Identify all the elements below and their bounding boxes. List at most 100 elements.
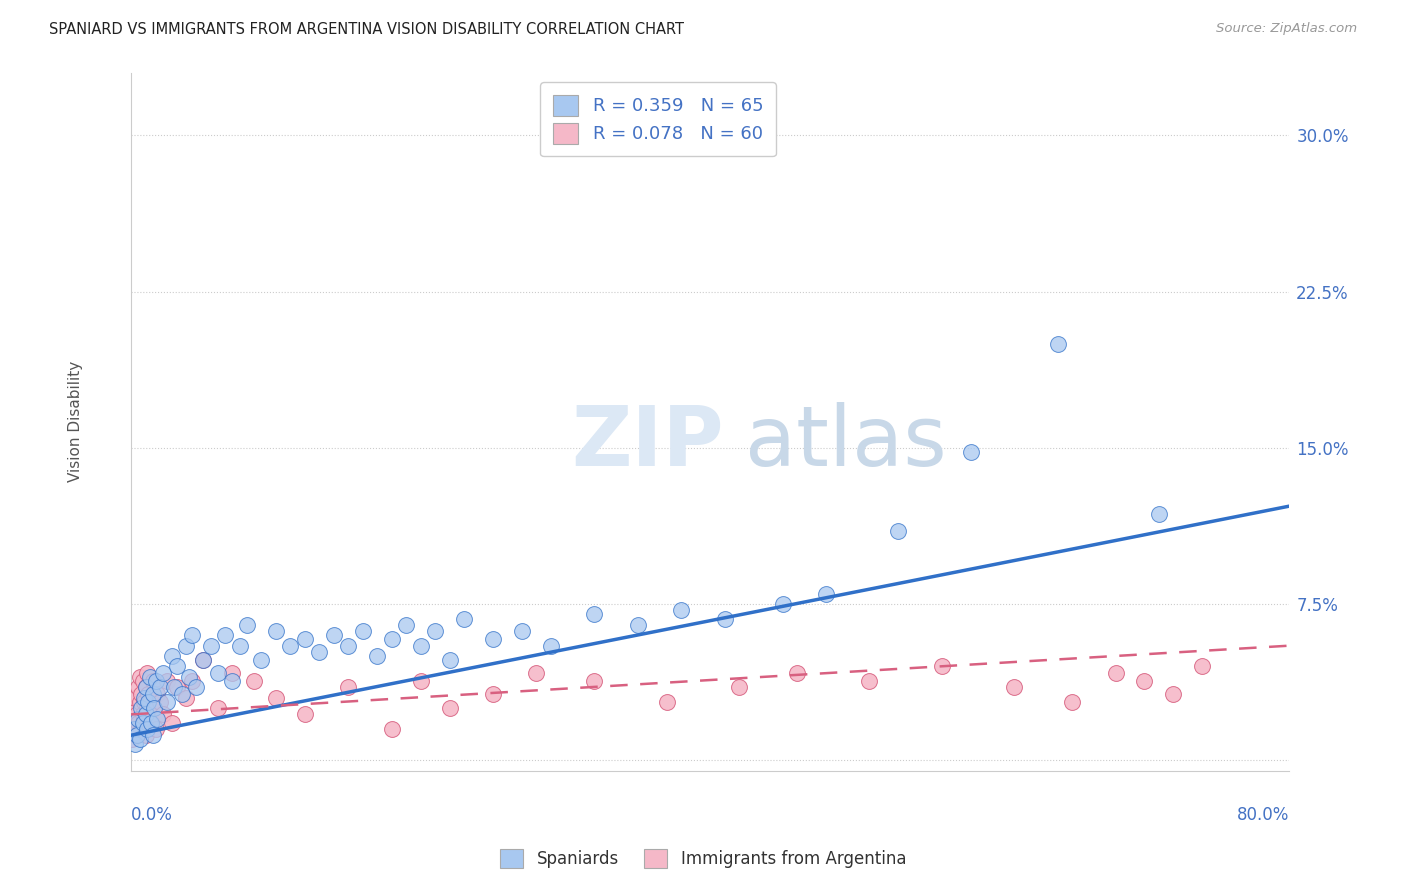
Point bbox=[959, 445, 981, 459]
Point bbox=[381, 632, 404, 647]
Point bbox=[264, 690, 287, 705]
Point bbox=[713, 611, 735, 625]
Point bbox=[439, 701, 461, 715]
Point bbox=[439, 653, 461, 667]
Point bbox=[125, 728, 148, 742]
Point bbox=[510, 624, 533, 639]
Text: SPANIARD VS IMMIGRANTS FROM ARGENTINA VISION DISABILITY CORRELATION CHART: SPANIARD VS IMMIGRANTS FROM ARGENTINA VI… bbox=[49, 22, 685, 37]
Point bbox=[145, 674, 167, 689]
Legend: R = 0.359   N = 65, R = 0.078   N = 60: R = 0.359 N = 65, R = 0.078 N = 60 bbox=[540, 82, 776, 156]
Text: 80.0%: 80.0% bbox=[1237, 806, 1289, 824]
Point bbox=[156, 695, 179, 709]
Point bbox=[131, 707, 153, 722]
Point bbox=[131, 715, 153, 730]
Point bbox=[221, 674, 243, 689]
Point bbox=[160, 715, 183, 730]
Point bbox=[221, 665, 243, 680]
Point bbox=[124, 722, 146, 736]
Point bbox=[366, 649, 388, 664]
Text: Vision Disability: Vision Disability bbox=[67, 361, 83, 483]
Point bbox=[278, 639, 301, 653]
Point bbox=[214, 628, 236, 642]
Point bbox=[858, 674, 880, 689]
Point bbox=[136, 722, 159, 736]
Legend: Spaniards, Immigrants from Argentina: Spaniards, Immigrants from Argentina bbox=[494, 842, 912, 875]
Point bbox=[139, 695, 162, 709]
Point bbox=[127, 715, 149, 730]
Point bbox=[772, 597, 794, 611]
Point bbox=[160, 649, 183, 664]
Point bbox=[128, 695, 150, 709]
Point bbox=[132, 695, 155, 709]
Point bbox=[1191, 659, 1213, 673]
Point bbox=[142, 674, 165, 689]
Point bbox=[228, 639, 250, 653]
Point bbox=[177, 670, 200, 684]
Point bbox=[166, 681, 188, 695]
Point bbox=[128, 732, 150, 747]
Point bbox=[125, 707, 148, 722]
Point bbox=[149, 695, 172, 709]
Point bbox=[243, 674, 266, 689]
Point bbox=[381, 722, 404, 736]
Point bbox=[136, 665, 159, 680]
Point bbox=[669, 603, 692, 617]
Point bbox=[163, 681, 186, 695]
Point bbox=[122, 701, 145, 715]
Point bbox=[180, 628, 202, 642]
Point bbox=[122, 715, 145, 730]
Point bbox=[453, 611, 475, 625]
Point bbox=[132, 715, 155, 730]
Point bbox=[207, 701, 229, 715]
Point bbox=[143, 701, 166, 715]
Point bbox=[540, 639, 562, 653]
Point bbox=[1163, 687, 1185, 701]
Point bbox=[409, 639, 432, 653]
Point bbox=[174, 690, 197, 705]
Point bbox=[139, 670, 162, 684]
Point bbox=[132, 690, 155, 705]
Point bbox=[308, 645, 330, 659]
Point bbox=[122, 722, 145, 736]
Point bbox=[627, 618, 650, 632]
Text: 0.0%: 0.0% bbox=[131, 806, 173, 824]
Point bbox=[152, 707, 174, 722]
Point bbox=[786, 665, 808, 680]
Point bbox=[814, 586, 837, 600]
Point bbox=[395, 618, 418, 632]
Point bbox=[127, 681, 149, 695]
Point bbox=[236, 618, 259, 632]
Point bbox=[1002, 681, 1025, 695]
Point bbox=[250, 653, 273, 667]
Point bbox=[145, 722, 167, 736]
Point bbox=[134, 681, 156, 695]
Point bbox=[143, 701, 166, 715]
Point bbox=[129, 701, 152, 715]
Point bbox=[170, 687, 193, 701]
Point bbox=[129, 722, 152, 736]
Point bbox=[131, 674, 153, 689]
Point bbox=[887, 524, 910, 538]
Point bbox=[138, 687, 160, 701]
Point bbox=[146, 687, 169, 701]
Point bbox=[142, 687, 165, 701]
Point bbox=[482, 687, 505, 701]
Point bbox=[186, 681, 208, 695]
Text: Source: ZipAtlas.com: Source: ZipAtlas.com bbox=[1216, 22, 1357, 36]
Point bbox=[294, 707, 316, 722]
Point bbox=[352, 624, 374, 639]
Point bbox=[134, 707, 156, 722]
Point bbox=[337, 639, 360, 653]
Point bbox=[124, 690, 146, 705]
Point bbox=[526, 665, 548, 680]
Point bbox=[931, 659, 953, 673]
Point bbox=[1062, 695, 1084, 709]
Point bbox=[121, 732, 143, 747]
Point bbox=[1046, 336, 1069, 351]
Point bbox=[583, 607, 606, 622]
Point bbox=[583, 674, 606, 689]
Text: atlas: atlas bbox=[745, 402, 946, 483]
Point bbox=[127, 712, 149, 726]
Point bbox=[141, 715, 163, 730]
Point bbox=[728, 681, 751, 695]
